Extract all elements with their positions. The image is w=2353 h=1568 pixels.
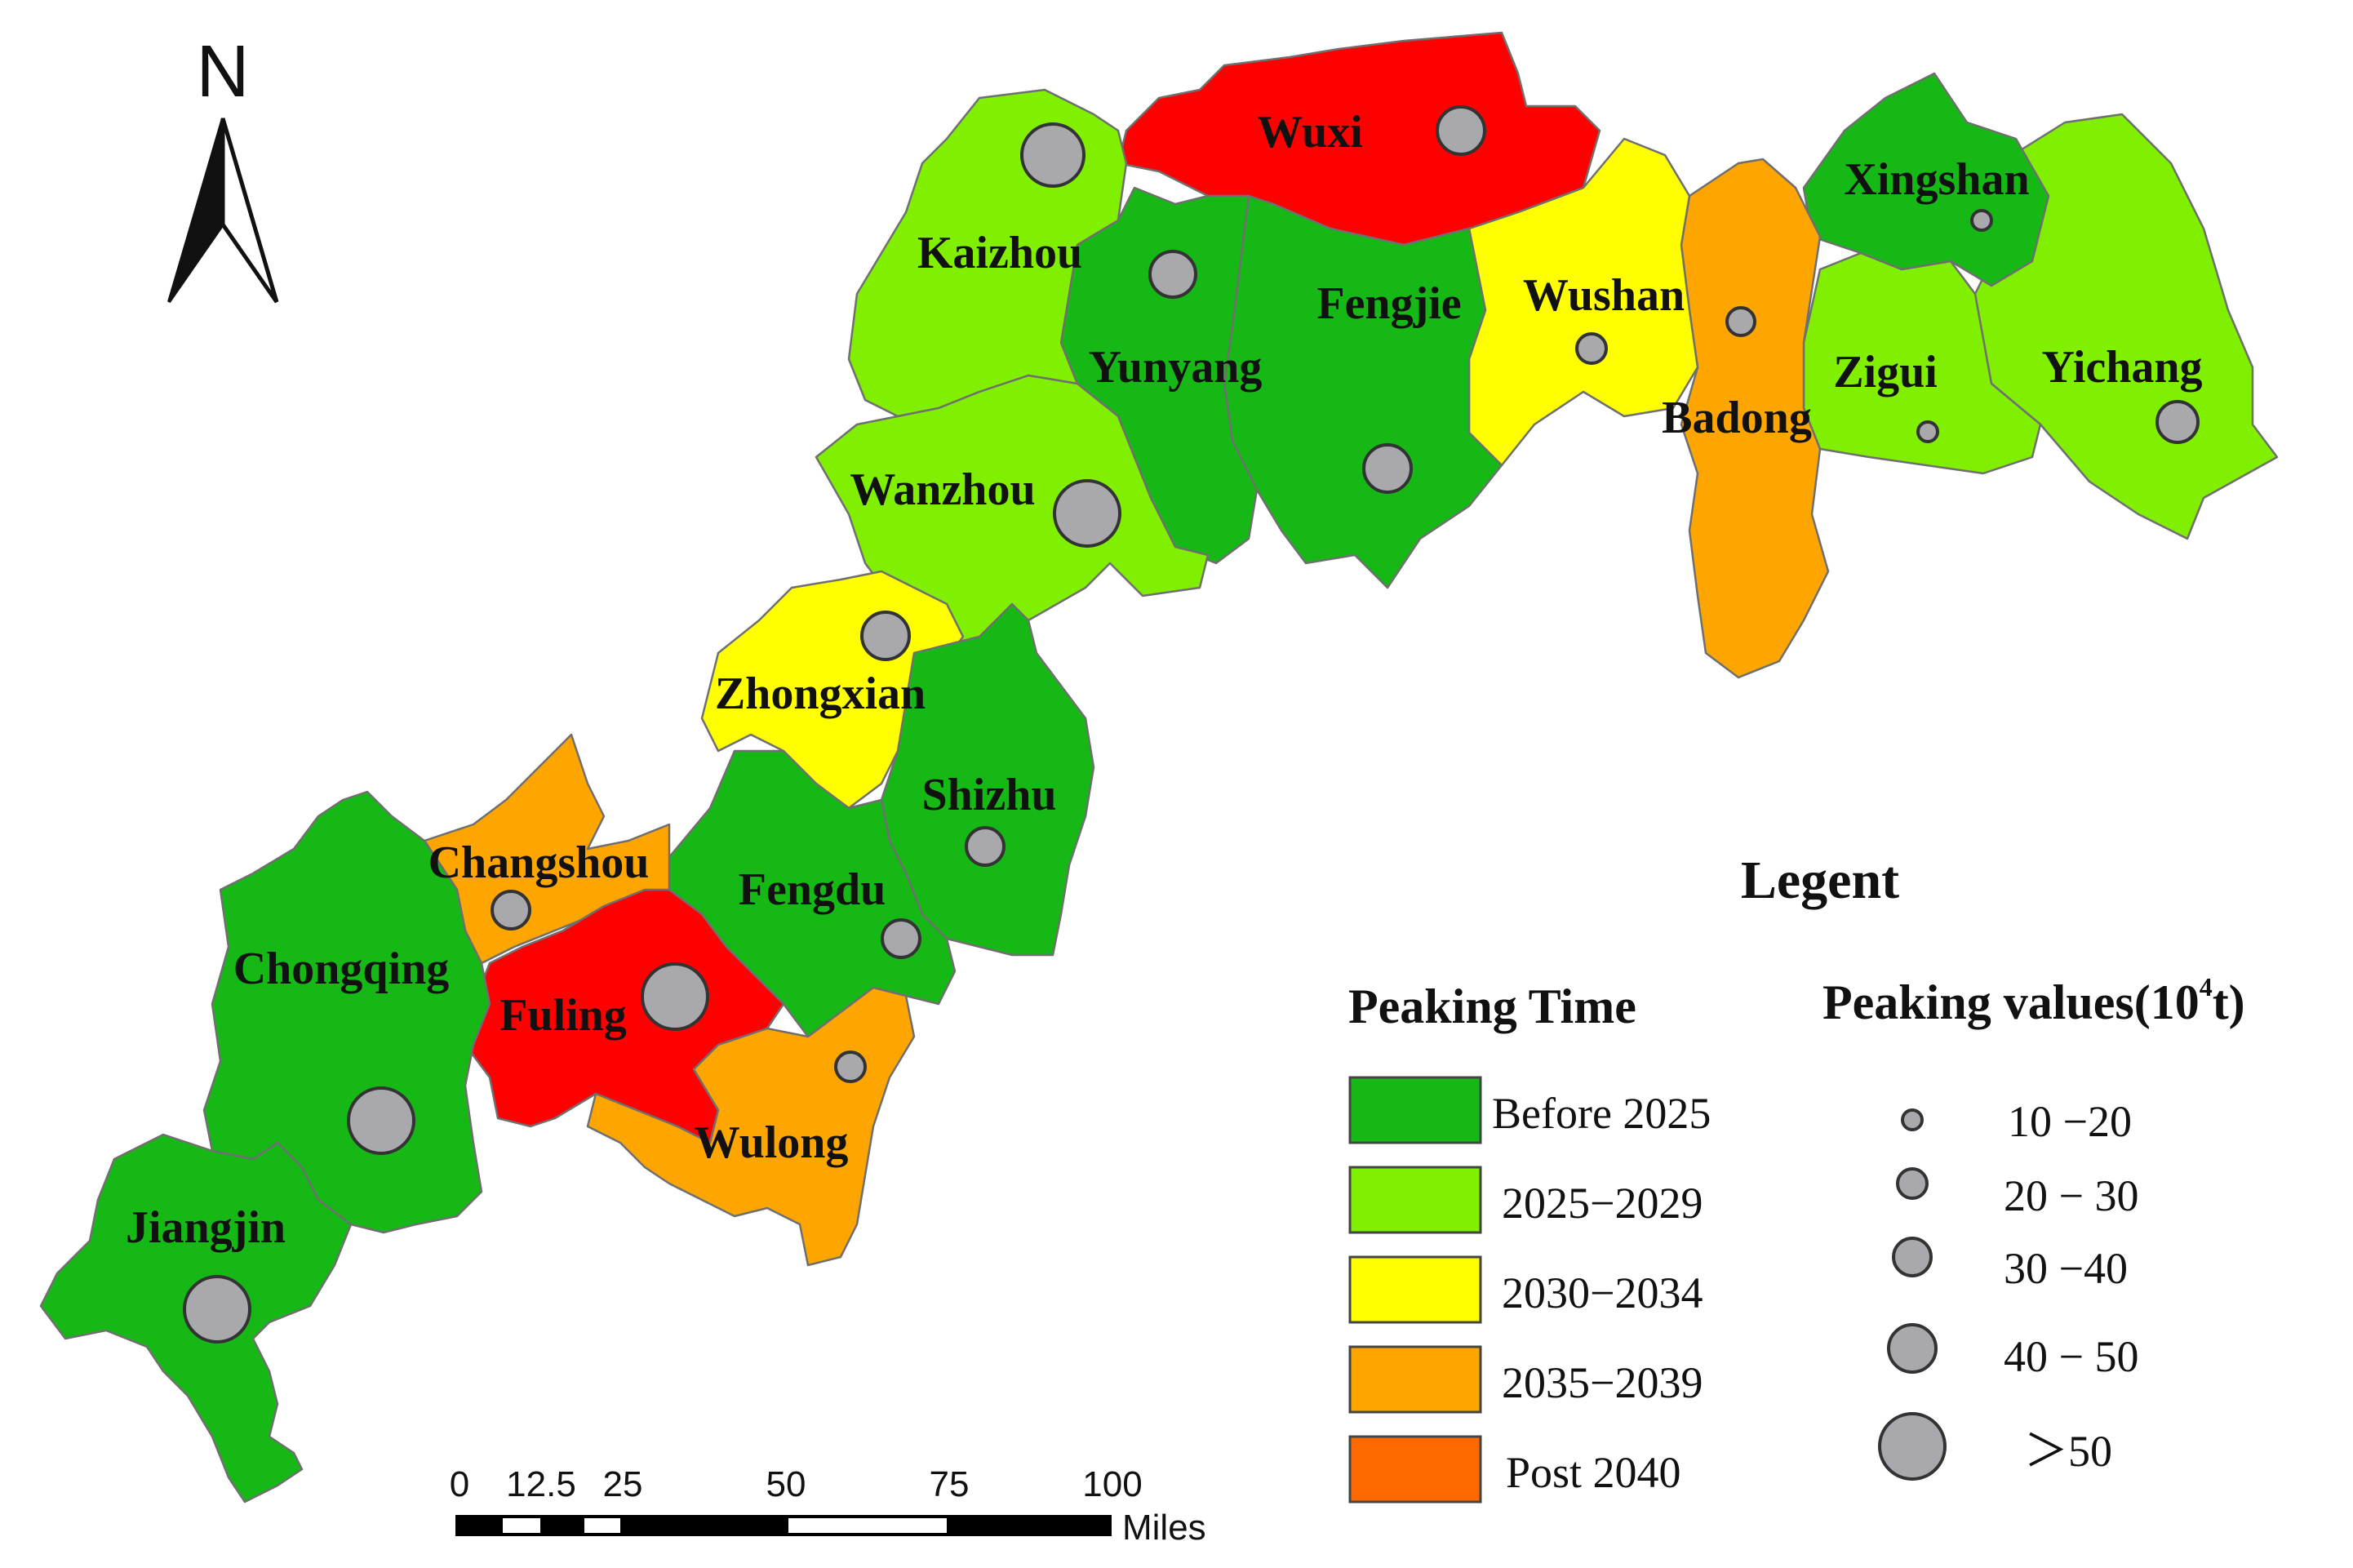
bubble-fuling[interactable] xyxy=(641,962,709,1031)
region-fengjie[interactable] xyxy=(1223,194,1503,589)
bubbles-layer xyxy=(183,105,2200,1344)
scale-tick-3: 50 xyxy=(766,1464,806,1504)
north-arrow-icon xyxy=(167,118,279,304)
label-wushan: Wushan xyxy=(1523,270,1685,321)
label-jiangjin: Jiangjin xyxy=(126,1202,286,1253)
legend-time-heading: Peaking Time xyxy=(1348,979,1636,1033)
legend-swatch-2035-2039 xyxy=(1348,1345,1482,1414)
label-changshou: Changshou xyxy=(428,837,650,888)
legend-swatch-2030-2034 xyxy=(1348,1255,1482,1324)
bubble-xingshan[interactable] xyxy=(1970,209,1993,232)
label-badong: Badong xyxy=(1662,393,1812,443)
label-wanzhou: Wanzhou xyxy=(850,464,1035,515)
legend-value-item-1: 20 − 30 xyxy=(2004,1171,2138,1220)
bubble-fengdu[interactable] xyxy=(881,918,921,959)
legend-bubble-30-40 xyxy=(1892,1237,1933,1277)
legend-values-heading-unit: t) xyxy=(2213,975,2245,1029)
label-zigui: Zigui xyxy=(1833,347,1938,398)
label-chongqing: Chongqing xyxy=(233,944,450,994)
bubble-wuxi[interactable] xyxy=(1436,105,1486,156)
bubble-wulong[interactable] xyxy=(834,1051,867,1083)
legend-bubble-over-50 xyxy=(1878,1412,1947,1481)
label-wulong: Wulong xyxy=(695,1117,849,1168)
region-chongqing[interactable] xyxy=(202,790,491,1234)
legend-values-heading-text: Peaking values(10 xyxy=(1822,975,2200,1029)
label-yichang: Yichang xyxy=(2041,342,2202,393)
legend-values-heading: Peaking values(104t) xyxy=(1822,972,2245,1029)
scale-tick-5: 100 xyxy=(1082,1464,1142,1504)
bubble-chongqing[interactable] xyxy=(347,1086,415,1155)
label-fengdu: Fengdu xyxy=(739,864,886,915)
bubble-wushan[interactable] xyxy=(1575,332,1608,365)
north-arrow: N xyxy=(167,31,279,304)
legend-value-item-0: 10 −20 xyxy=(2008,1097,2132,1146)
labels-layer: Wuxi Kaizhou Xingshan Fengjie Wushan Yun… xyxy=(126,107,2203,1253)
legend-title: Legent xyxy=(1741,851,1899,910)
scale-seg-1 xyxy=(457,1517,503,1535)
label-fengjie: Fengjie xyxy=(1316,278,1461,329)
legend-time-item-1: 2025−2029 xyxy=(1502,1179,1703,1228)
bubble-yichang[interactable] xyxy=(2155,400,2200,444)
bubble-kaizhou[interactable] xyxy=(1020,122,1085,188)
legend-bubble-40-50 xyxy=(1887,1323,1938,1374)
scale-seg-4 xyxy=(947,1517,1110,1535)
scale-tick-2: 25 xyxy=(603,1464,643,1504)
scale-seg-3 xyxy=(620,1517,788,1535)
legend-swatch-before-2025 xyxy=(1348,1076,1482,1144)
label-yunyang: Yunyang xyxy=(1089,342,1263,393)
bubble-jiangjin[interactable] xyxy=(183,1275,251,1344)
legend-value-item-3: 40 − 50 xyxy=(2004,1332,2138,1381)
legend-bubble-20-30 xyxy=(1896,1167,1929,1200)
bubble-fengjie[interactable] xyxy=(1362,443,1413,494)
legend-value-item-2: 30 −40 xyxy=(2004,1244,2128,1293)
legend-time-item-0: Before 2025 xyxy=(1492,1089,1711,1138)
region-badong[interactable] xyxy=(1680,158,1830,679)
label-fuling: Fuling xyxy=(499,990,627,1041)
scale-tick-4: 75 xyxy=(930,1464,970,1504)
label-xingshan: Xingshan xyxy=(1844,154,2029,205)
label-shizhu: Shizhu xyxy=(922,770,1057,820)
bubble-changshou[interactable] xyxy=(491,890,531,931)
bubble-badong[interactable] xyxy=(1725,306,1756,337)
legend-bubble-10-20 xyxy=(1901,1108,1924,1131)
legend-swatch-post-2040 xyxy=(1348,1435,1482,1504)
label-zhongxian: Zhongxian xyxy=(715,669,926,719)
north-label: N xyxy=(197,31,250,113)
bubble-zhongxian[interactable] xyxy=(860,611,911,661)
legend-time-item-2: 2030−2034 xyxy=(1502,1268,1703,1317)
label-kaizhou: Kaizhou xyxy=(917,228,1082,278)
label-wuxi: Wuxi xyxy=(1257,107,1363,158)
bubble-yunyang[interactable] xyxy=(1148,250,1197,299)
region-wulong[interactable] xyxy=(586,986,916,1267)
bubble-zigui[interactable] xyxy=(1916,420,1939,443)
scale-bar: 0 12.5 25 50 75 100 Miles xyxy=(450,1464,1206,1548)
scale-tick-0: 0 xyxy=(450,1464,469,1504)
legend: Legent Peaking Time Before 2025 2025−202… xyxy=(1348,851,2245,1504)
legend-time-item-3: 2035−2039 xyxy=(1502,1358,1703,1407)
legend-values-heading-exp: 4 xyxy=(2200,972,2213,1002)
regions-layer xyxy=(39,31,2279,1504)
legend-swatch-2025-2029 xyxy=(1348,1166,1482,1234)
bubble-wanzhou[interactable] xyxy=(1053,479,1121,548)
scale-unit: Miles xyxy=(1122,1508,1206,1548)
legend-time-item-4: Post 2040 xyxy=(1506,1448,1681,1497)
scale-seg-2 xyxy=(540,1517,584,1535)
legend-value-item-4: ＞50 xyxy=(2024,1427,2112,1476)
bubble-shizhu[interactable] xyxy=(965,826,1006,867)
scale-tick-1: 12.5 xyxy=(506,1464,576,1504)
